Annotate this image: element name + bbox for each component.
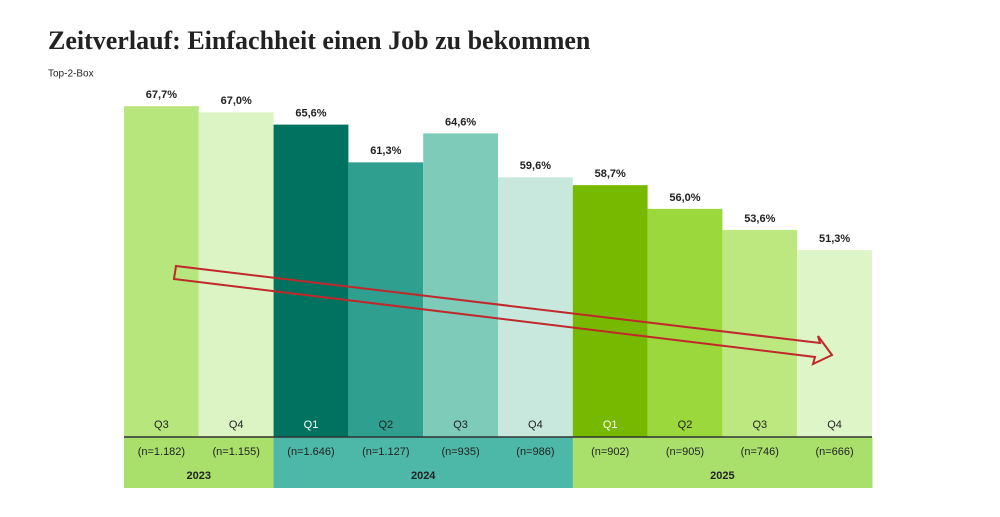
category-label: Q3	[154, 419, 169, 431]
year-label: 2023	[187, 470, 211, 482]
footer-cell	[572, 437, 649, 488]
category-label: Q4	[528, 419, 543, 431]
value-label: 67,7%	[146, 89, 177, 101]
sample-size: (n=1.182)	[138, 446, 185, 458]
bar	[572, 185, 648, 437]
sample-size: (n=1.127)	[362, 446, 409, 458]
category-label: Q2	[678, 419, 693, 431]
value-label: 67,0%	[221, 95, 252, 107]
category-label: Q1	[603, 419, 618, 431]
category-label: Q3	[752, 419, 767, 431]
category-label: Q2	[378, 419, 393, 431]
category-label: Q4	[229, 419, 244, 431]
category-label: Q1	[304, 419, 319, 431]
footer-cell	[722, 437, 798, 488]
sample-size: (n=986)	[516, 446, 554, 458]
value-label: 59,6%	[520, 160, 551, 172]
bar	[797, 250, 872, 437]
value-label: 53,6%	[744, 213, 775, 225]
footer-cell	[198, 437, 275, 488]
sample-size: (n=1.646)	[287, 446, 334, 458]
footer-cell	[423, 437, 499, 488]
year-label: 2024	[411, 470, 436, 482]
sample-size: (n=905)	[666, 446, 704, 458]
bar	[124, 106, 199, 438]
value-label: 51,3%	[819, 233, 850, 245]
category-label: Q4	[827, 419, 842, 431]
bar	[273, 124, 349, 438]
footer-cell	[498, 437, 574, 488]
chart-subtitle: Top-2-Box	[48, 69, 94, 80]
sample-size: (n=902)	[591, 446, 629, 458]
footer-cell	[348, 437, 424, 488]
value-label: 56,0%	[669, 192, 700, 204]
bar	[498, 177, 573, 437]
sample-size: (n=935)	[441, 446, 479, 458]
footer-cell	[124, 437, 200, 488]
bar	[348, 162, 424, 437]
footer-cell	[273, 437, 349, 488]
value-label: 65,6%	[295, 108, 326, 120]
footer-cell	[797, 437, 873, 488]
bar	[423, 133, 498, 437]
sample-size: (n=1.155)	[212, 446, 259, 458]
sample-size: (n=746)	[741, 446, 779, 458]
chart-title: Zeitverlauf: Einfachheit einen Job zu be…	[48, 26, 591, 55]
bar	[198, 112, 274, 437]
sample-size: (n=666)	[815, 446, 853, 458]
value-label: 61,3%	[370, 145, 401, 157]
footer-cell	[647, 437, 723, 488]
value-label: 64,6%	[445, 116, 476, 128]
category-label: Q3	[453, 419, 468, 431]
value-label: 58,7%	[595, 168, 626, 180]
trend-arrow	[172, 264, 834, 366]
year-label: 2025	[710, 470, 734, 482]
